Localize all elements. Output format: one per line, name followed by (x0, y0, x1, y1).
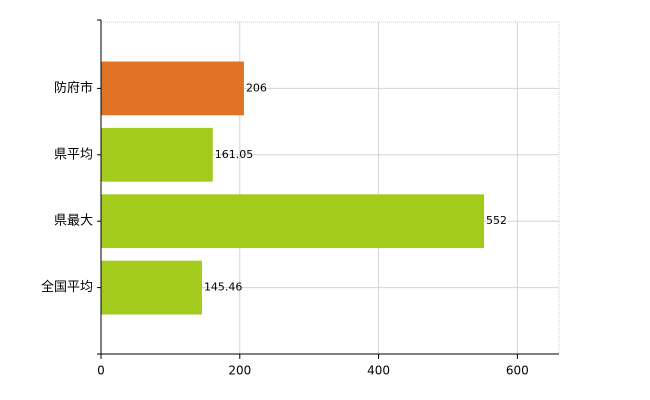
value-label: 161.05 (215, 148, 254, 161)
x-tick-label: 0 (97, 364, 105, 378)
y-tick-label: 防府市 (54, 80, 93, 96)
x-tick-label: 600 (506, 364, 529, 378)
bar (101, 194, 485, 249)
bar (101, 127, 213, 182)
value-label: 145.46 (204, 281, 243, 294)
y-tick-label: 県最大 (54, 214, 93, 229)
bar (101, 260, 202, 315)
value-label: 552 (486, 214, 507, 227)
value-label: 206 (246, 81, 267, 94)
x-tick-label: 200 (228, 364, 251, 378)
bar (101, 61, 244, 116)
y-tick-label: 全国平均 (41, 279, 93, 295)
x-tick-label: 400 (367, 364, 390, 378)
y-tick-label: 県平均 (54, 147, 93, 162)
